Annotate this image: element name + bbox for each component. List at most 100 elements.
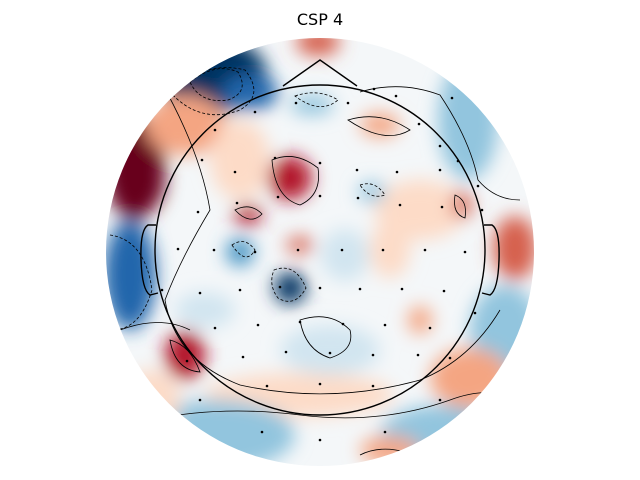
contour-line	[271, 156, 319, 206]
sensor-dot	[318, 382, 322, 386]
field-patch	[321, 229, 369, 281]
sensor-dot	[185, 359, 189, 363]
contour-line	[149, 392, 521, 421]
contour-line	[234, 206, 263, 220]
sensor-dot	[278, 285, 282, 289]
field-patch	[380, 405, 500, 465]
field-patch	[135, 400, 295, 466]
sensor-dot	[318, 161, 322, 165]
field-patch	[493, 216, 534, 280]
field-patch	[274, 272, 306, 304]
field-patch	[222, 74, 278, 110]
contour-line	[347, 116, 411, 136]
sensor-dot	[355, 168, 359, 172]
sensor-dot	[200, 158, 204, 162]
sensor-dot	[416, 353, 420, 357]
sensor-dot	[198, 291, 202, 295]
sensor-dot	[176, 247, 180, 251]
field-patch	[370, 222, 410, 278]
contour-line	[169, 339, 201, 373]
sensor-dot	[473, 311, 477, 315]
field-patch	[358, 182, 386, 202]
sensor-dot	[371, 384, 375, 388]
field-patch	[106, 220, 156, 330]
field-patch	[175, 292, 235, 328]
sensor-dot	[456, 159, 460, 163]
field-patch	[234, 205, 262, 225]
contour-line	[271, 267, 307, 302]
sensor-dot	[213, 128, 217, 132]
contour-line	[294, 92, 339, 107]
sensor-dot	[463, 250, 467, 254]
sensor-dot	[356, 196, 360, 200]
sensor-dot	[448, 356, 452, 360]
sensor-dot	[371, 353, 375, 357]
sensor-dot	[440, 205, 444, 209]
field-patch	[268, 156, 312, 200]
sensor-dot	[238, 288, 242, 292]
sensor-dot	[235, 201, 239, 205]
sensor-dot	[398, 203, 402, 207]
contour-line	[189, 68, 243, 101]
field-patch	[226, 238, 254, 266]
sensor-dot	[196, 210, 200, 214]
sensor-dot	[241, 355, 245, 359]
sensor-dot	[284, 350, 288, 354]
sensor-dot	[160, 288, 164, 292]
sensor-dot	[265, 384, 269, 388]
field-patch	[286, 237, 314, 253]
head-outline	[140, 59, 500, 416]
sensor-dot	[417, 122, 421, 126]
sensor-dot	[428, 326, 432, 330]
field-patch	[120, 370, 180, 430]
sensor-dot	[296, 248, 300, 252]
sensor-dot	[423, 248, 427, 252]
sensor-dot	[383, 323, 387, 327]
sensor-dot	[260, 430, 264, 434]
contour-line	[299, 316, 352, 359]
sensor-dot	[253, 110, 257, 114]
sensor-dot	[358, 287, 362, 291]
sensor-dot	[253, 250, 257, 254]
sensor-dot	[438, 398, 442, 402]
sensor-dot	[318, 194, 322, 198]
contour-line	[454, 194, 466, 219]
field-patch	[125, 150, 165, 210]
sensor-dot	[256, 323, 260, 327]
head-circle	[154, 84, 486, 416]
sensor-dot	[450, 96, 454, 100]
field-patch	[430, 348, 510, 408]
sensor-dot	[395, 170, 399, 174]
sensor-dot	[372, 87, 376, 91]
contour-line	[109, 234, 153, 331]
sensor-dot	[438, 144, 442, 148]
field-patch	[145, 95, 225, 155]
field-patch	[165, 330, 205, 380]
sensor-dot	[394, 94, 398, 98]
sensor-dot	[273, 156, 277, 160]
sensor-dot	[233, 170, 237, 174]
field-patch	[280, 325, 380, 375]
sensor-dot	[294, 101, 298, 105]
sensor-dot	[346, 101, 350, 105]
sensor-dot	[442, 289, 446, 293]
field-patch	[408, 306, 432, 334]
field-patch	[438, 60, 498, 180]
sensor-dot	[213, 326, 217, 330]
contour-line	[231, 241, 256, 258]
sensor-dot	[438, 168, 442, 172]
sensor-dot	[298, 320, 302, 324]
sensor-layer	[160, 87, 484, 442]
chart-title: CSP 4	[296, 10, 344, 29]
sensor-dot	[198, 398, 202, 402]
contour-line	[359, 86, 521, 201]
sensor-dot	[383, 430, 387, 434]
sensor-dot	[318, 286, 322, 290]
sensor-dot	[480, 208, 484, 212]
contour-line	[119, 322, 191, 331]
sensor-dot	[340, 248, 344, 252]
field-patch	[360, 436, 420, 464]
field-patch	[210, 120, 270, 200]
sensor-dot	[318, 438, 322, 442]
